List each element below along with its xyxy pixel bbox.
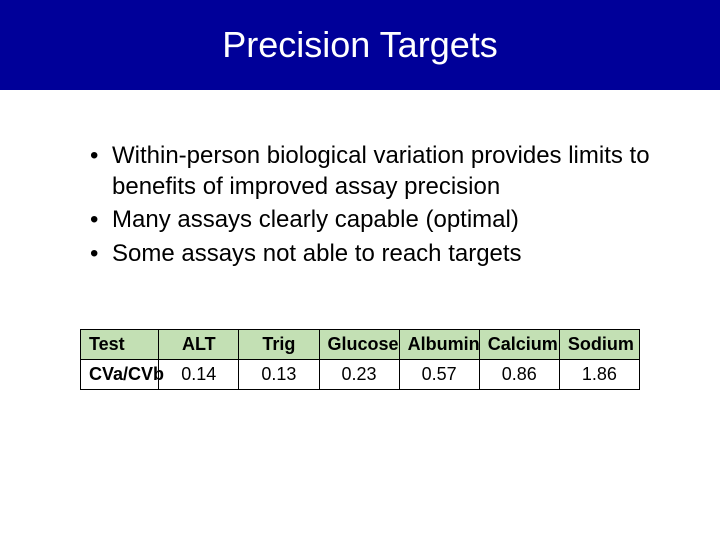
precision-table: Test ALT Trig Glucose Albumin Calcium So… — [80, 329, 640, 390]
table-header-cell: Trig — [239, 329, 319, 359]
table-data-row: CVa/CVb 0.14 0.13 0.23 0.57 0.86 1.86 — [81, 359, 640, 389]
bullet-list: Within-person biological variation provi… — [60, 140, 660, 269]
table-cell: 1.86 — [559, 359, 639, 389]
bullet-item: Many assays clearly capable (optimal) — [90, 204, 660, 235]
title-banner: Precision Targets — [0, 0, 720, 90]
table-header-cell: ALT — [159, 329, 239, 359]
table-cell: 0.13 — [239, 359, 319, 389]
table-header-row: Test ALT Trig Glucose Albumin Calcium So… — [81, 329, 640, 359]
table-cell: CVa/CVb — [81, 359, 159, 389]
table-cell: 0.14 — [159, 359, 239, 389]
page-title: Precision Targets — [222, 24, 497, 66]
table-header-cell: Calcium — [479, 329, 559, 359]
table-cell: 0.23 — [319, 359, 399, 389]
content-area: Within-person biological variation provi… — [0, 90, 720, 420]
table-header-cell: Glucose — [319, 329, 399, 359]
table-cell: 0.86 — [479, 359, 559, 389]
table-cell: 0.57 — [399, 359, 479, 389]
data-table-wrap: Test ALT Trig Glucose Albumin Calcium So… — [60, 329, 660, 390]
table-header-cell: Test — [81, 329, 159, 359]
table-header-cell: Sodium — [559, 329, 639, 359]
bullet-item: Some assays not able to reach targets — [90, 238, 660, 269]
table-header-cell: Albumin — [399, 329, 479, 359]
bullet-item: Within-person biological variation provi… — [90, 140, 660, 202]
